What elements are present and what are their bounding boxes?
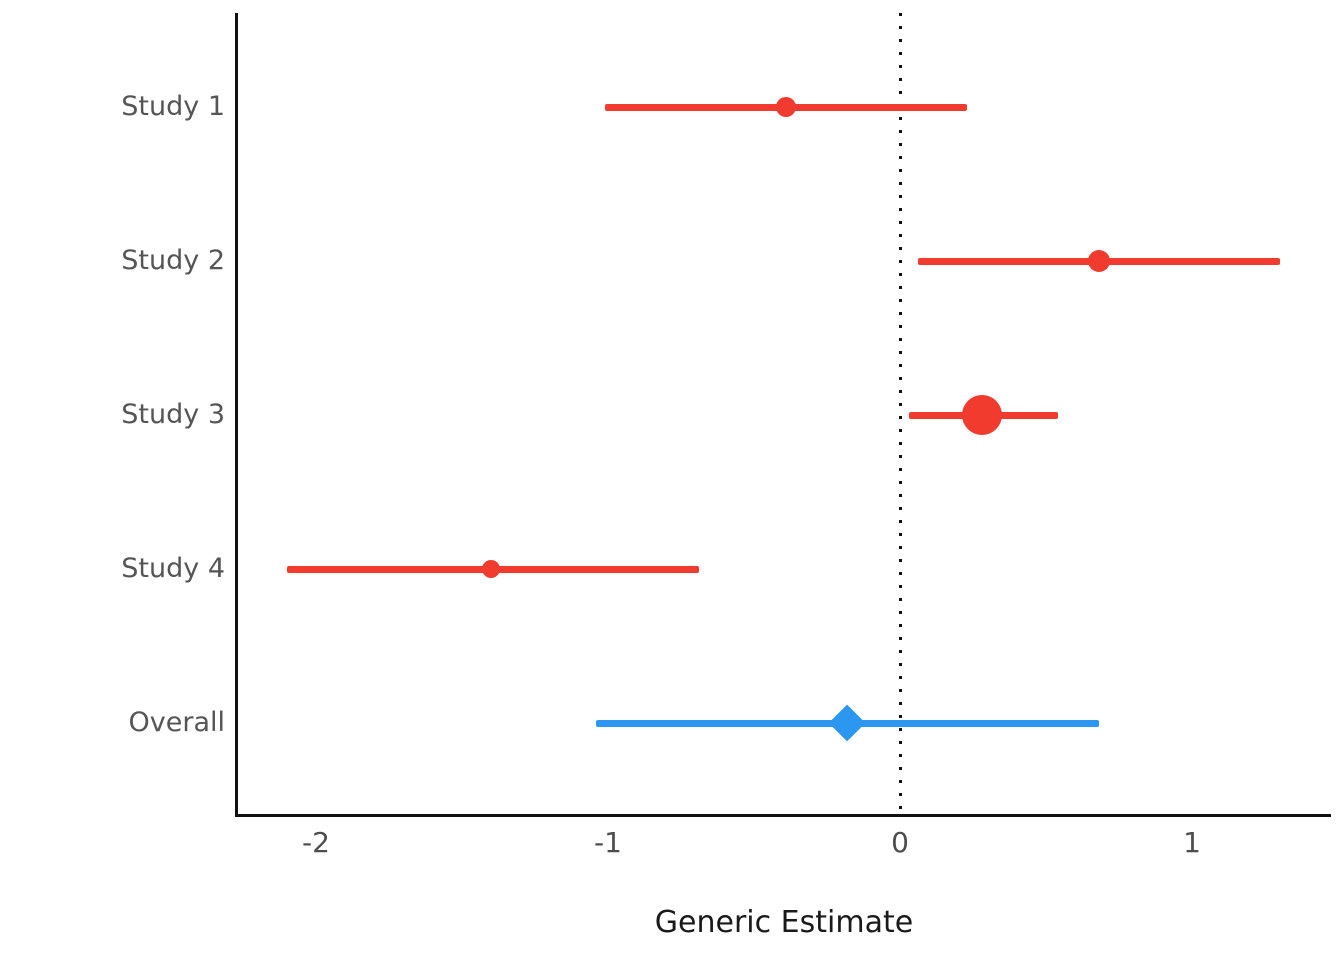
point-estimate-marker-3 xyxy=(961,395,1002,435)
point-estimate-marker-4 xyxy=(482,560,501,578)
category-label-study-1: Study 1 xyxy=(121,91,225,122)
overall-diamond-marker xyxy=(828,704,866,742)
category-label-study-4: Study 4 xyxy=(121,553,225,584)
x-tick-label--2: -2 xyxy=(302,826,330,859)
category-label-study-3: Study 3 xyxy=(121,399,225,430)
x-axis-spine xyxy=(235,814,1331,817)
point-estimate-marker-2 xyxy=(1087,250,1110,272)
category-label-overall: Overall xyxy=(128,707,226,738)
zero-reference-line xyxy=(899,13,902,813)
point-estimate-marker-1 xyxy=(776,97,797,117)
category-label-study-2: Study 2 xyxy=(121,245,225,276)
x-tick-label--1: -1 xyxy=(594,826,622,859)
y-axis-spine xyxy=(235,13,238,816)
x-tick-label-1: 1 xyxy=(1183,826,1201,859)
x-axis-title: Generic Estimate xyxy=(654,905,914,940)
x-tick-label-0: 0 xyxy=(891,826,909,859)
